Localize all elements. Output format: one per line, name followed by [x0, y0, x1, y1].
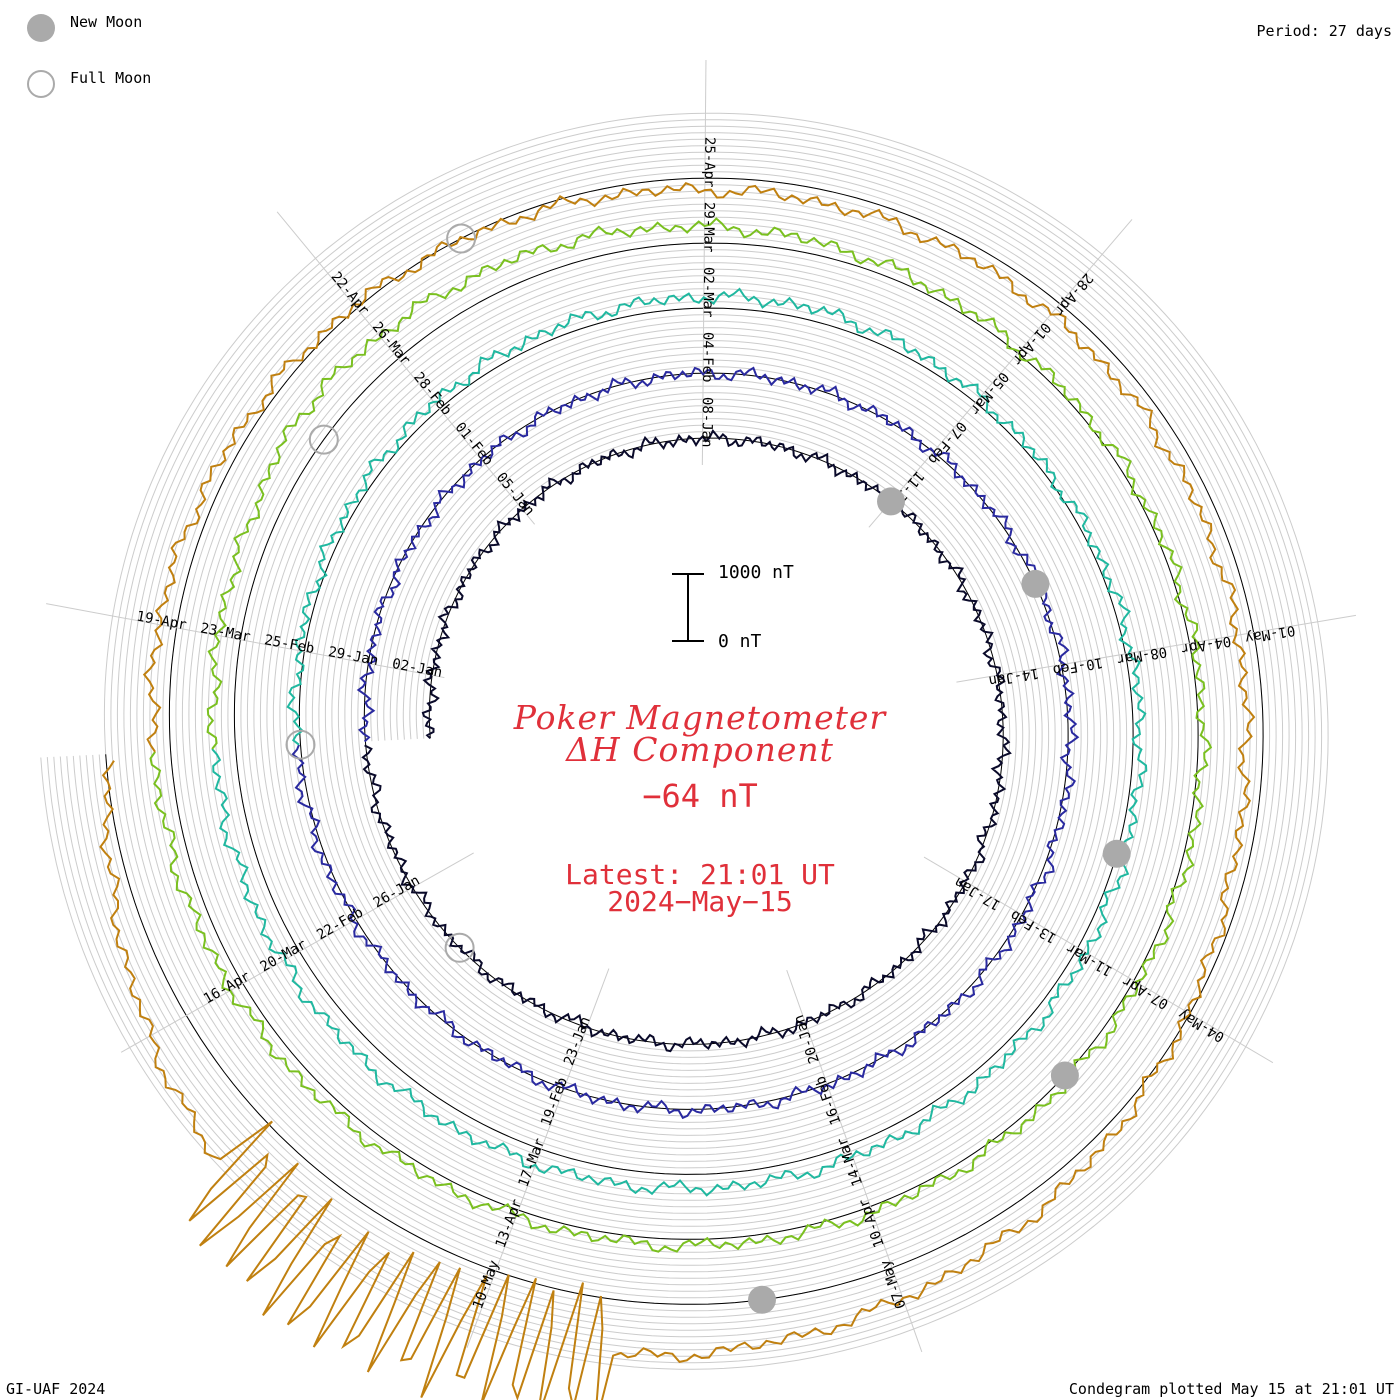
current-value: −64 nT: [642, 777, 758, 815]
day-spoke: [786, 969, 923, 1353]
day-spoke: [868, 219, 1133, 528]
new-moon-marker: [1021, 569, 1050, 598]
grid-spiral: [79, 151, 1290, 1331]
day-spoke: [46, 603, 445, 679]
new-moon-marker: [1102, 839, 1131, 868]
period-label: Period: 27 days: [1256, 22, 1392, 40]
grid-spiral: [53, 125, 1316, 1357]
full-moon-marker: [308, 424, 339, 455]
day-spokes: [46, 60, 1356, 1353]
credit-label: GI-UAF 2024: [6, 1380, 106, 1398]
scale-bar-top-label: 1000 nT: [718, 562, 794, 583]
date-tick-label: 25-Apr: [701, 137, 717, 188]
reference-lines: [40, 112, 1329, 1370]
chart-title: Poker Magnetometer: [513, 698, 887, 737]
full-moon-legend-label: Full Moon: [70, 69, 152, 87]
grid-spiral: [59, 132, 1310, 1351]
day-spoke: [276, 211, 536, 525]
day-spoke: [956, 614, 1356, 683]
full-moon-marker: [444, 932, 475, 963]
day-spoke: [701, 60, 707, 466]
date-tick-label: 08-Jan: [698, 397, 714, 448]
moon-phase-markers: [285, 223, 1131, 1314]
trace-lap-5: [99, 182, 1256, 1400]
trace-lap-3: [211, 287, 1148, 1197]
date-tick-label: 02-Mar: [700, 267, 716, 318]
full-moon-marker: [285, 729, 316, 760]
grid-spiral: [92, 164, 1277, 1318]
plotted-timestamp: Condegram plotted May 15 at 21:01 UT: [1068, 1380, 1394, 1398]
trace-lap-2: [291, 366, 1080, 1120]
trace-lap-4: [149, 217, 1213, 1253]
date-tick-label: 04-Feb: [699, 332, 715, 383]
chart-subtitle: ΔH Component: [566, 730, 834, 769]
scale-bar: [672, 573, 704, 642]
magnetometer-traces: [99, 182, 1256, 1400]
new-moon-marker: [748, 1285, 776, 1314]
day-spoke: [923, 856, 1274, 1064]
new-moon-legend-label: New Moon: [70, 13, 143, 31]
grid-spiral: [85, 158, 1284, 1325]
full-moon-marker: [446, 223, 477, 254]
day-spoke: [466, 968, 610, 1349]
grid-spiral: [72, 145, 1297, 1338]
grid-spiral: [46, 119, 1323, 1364]
day-spoke: [120, 852, 474, 1053]
new-moon-legend-marker: [27, 14, 55, 42]
date-tick-label: 29-Mar: [700, 202, 716, 253]
grid-spiral: [66, 138, 1303, 1344]
scale-bar-bottom-label: 0 nT: [718, 631, 762, 652]
latest-time: Latest: 21:01 UT: [565, 858, 835, 891]
trace-lap-1: [361, 428, 1012, 1053]
new-moon-marker: [1050, 1061, 1079, 1090]
full-moon-legend-marker: [27, 70, 55, 98]
new-moon-marker: [877, 487, 905, 516]
latest-date: 2024−May−15: [607, 885, 793, 918]
